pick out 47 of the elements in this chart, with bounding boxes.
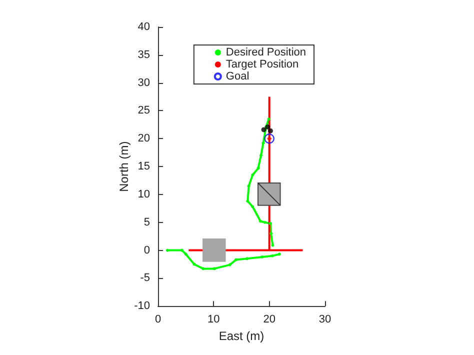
- point: [263, 220, 266, 224]
- y-tick-label: 10: [138, 188, 150, 200]
- point: [267, 118, 270, 121]
- y-tick-label: 15: [138, 160, 150, 173]
- x-axis-title: East (m): [218, 329, 264, 343]
- point: [192, 262, 196, 266]
- point: [278, 252, 281, 256]
- x-tick-label: 10: [208, 314, 220, 326]
- point: [166, 248, 169, 252]
- point: [265, 124, 270, 130]
- x-tick-label: 20: [263, 314, 276, 326]
- point: [202, 267, 205, 270]
- y-tick-label: 20: [138, 132, 150, 145]
- y-axis-title: North (m): [117, 141, 132, 192]
- point: [270, 254, 274, 258]
- legend-label: Desired Position: [226, 46, 306, 58]
- point: [258, 220, 262, 223]
- line-series: [166, 248, 281, 270]
- y-tick-label: 25: [138, 104, 150, 117]
- x-tick-label: 30: [318, 314, 332, 326]
- point: [256, 166, 260, 170]
- point: [180, 248, 184, 252]
- point: [264, 134, 274, 144]
- x-tick-label: 0: [154, 314, 162, 326]
- legend-label: Target Position: [226, 58, 299, 70]
- point: [261, 127, 266, 132]
- y-tick-label: -5: [140, 272, 150, 284]
- y-tick-label: 30: [138, 76, 150, 89]
- point: [184, 252, 188, 256]
- point: [234, 258, 238, 262]
- y-tick-label: 35: [138, 48, 150, 61]
- y-tick-label: 40: [138, 21, 150, 33]
- y-tick-label: -10: [134, 300, 150, 312]
- point: [268, 128, 273, 134]
- point: [251, 173, 254, 176]
- point: [212, 267, 216, 270]
- legend-label: Goal: [226, 70, 250, 82]
- point: [247, 184, 250, 188]
- y-tick-label: 0: [144, 244, 150, 256]
- y-tick-label: 5: [144, 216, 150, 228]
- line-series: [246, 118, 274, 247]
- point: [246, 200, 250, 203]
- point: [246, 257, 249, 260]
- point: [262, 142, 265, 145]
- point: [228, 263, 232, 266]
- point: [268, 222, 272, 225]
- point: [271, 244, 274, 247]
